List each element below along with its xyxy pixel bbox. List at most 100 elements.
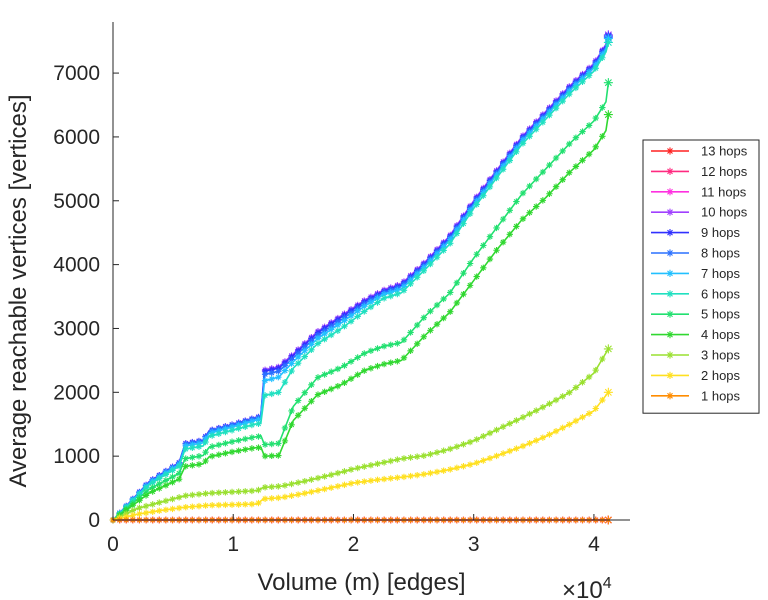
series-end-point: [603, 78, 613, 88]
data-point: [400, 336, 408, 344]
data-point: [499, 215, 507, 223]
data-point: [453, 226, 461, 234]
data-point: [294, 491, 302, 498]
data-point: [374, 345, 381, 352]
data-point: [447, 308, 454, 315]
data-point: [222, 428, 229, 436]
data-point: [235, 425, 242, 432]
data-point: [328, 368, 335, 375]
series-end-point: [603, 344, 613, 354]
data-point: [228, 488, 236, 496]
data-point: [367, 365, 375, 372]
data-point: [447, 289, 454, 296]
legend-swatch-marker: [666, 229, 674, 237]
data-point: [585, 373, 593, 381]
data-point: [566, 389, 573, 396]
data-point: [440, 467, 447, 474]
series-end-point: [603, 387, 613, 397]
data-point: [182, 492, 189, 499]
data-point: [466, 461, 474, 468]
data-point: [175, 470, 183, 477]
data-point: [354, 307, 361, 315]
data-point: [215, 430, 223, 438]
data-point: [519, 414, 527, 421]
data-point: [552, 104, 560, 112]
data-point: [222, 450, 229, 457]
data-point: [275, 483, 282, 490]
data-point: [407, 454, 414, 461]
data-point: [189, 454, 196, 461]
data-point: [328, 326, 335, 333]
legend-label: 11 hops: [701, 184, 747, 199]
data-point: [248, 434, 256, 441]
data-point: [394, 290, 401, 298]
data-point: [354, 371, 361, 378]
data-point: [473, 201, 480, 208]
data-point: [407, 329, 414, 336]
data-point: [453, 443, 461, 450]
data-point: [182, 463, 189, 470]
data-point: [559, 176, 566, 183]
data-point: [506, 420, 513, 427]
data-point: [149, 508, 156, 515]
data-point: [341, 362, 348, 369]
data-point: [486, 455, 494, 462]
data-point: [579, 157, 586, 164]
legend-swatch-marker: [666, 351, 674, 359]
data-point: [552, 396, 560, 404]
legend-item-12-hops: 12 hops: [651, 164, 748, 179]
data-point: [433, 250, 441, 257]
data-point: [466, 282, 474, 289]
data-point: [513, 445, 520, 452]
data-point: [413, 321, 421, 329]
data-point: [572, 417, 580, 425]
data-point: [281, 362, 289, 369]
data-point: [400, 283, 408, 290]
data-point: [566, 90, 573, 98]
data-point: [486, 429, 494, 437]
series-end-point: [603, 110, 613, 120]
data-point: [308, 398, 315, 405]
x-axis-multiplier: ×104: [562, 575, 612, 600]
data-point: [453, 299, 461, 307]
legend-swatch-marker: [666, 331, 674, 339]
data-point: [255, 433, 262, 440]
data-point: [208, 489, 216, 497]
data-point: [189, 503, 196, 510]
data-point: [242, 420, 249, 427]
data-point: [235, 501, 242, 508]
data-point: [334, 327, 342, 334]
data-point: [420, 471, 428, 478]
data-point: [585, 122, 593, 129]
data-point: [202, 457, 209, 465]
data-point: [301, 490, 308, 497]
data-point: [572, 84, 580, 92]
data-point: [367, 347, 375, 355]
data-point: [374, 362, 381, 370]
legend-item-3-hops: 3 hops: [651, 348, 741, 363]
data-point: [301, 353, 308, 360]
data-point: [261, 371, 269, 378]
data-point: [592, 65, 599, 72]
data-point: [400, 455, 408, 462]
data-point: [288, 360, 295, 367]
data-point: [552, 154, 560, 162]
data-point: [539, 119, 547, 126]
data-point: [453, 279, 461, 287]
data-point: [566, 140, 573, 148]
data-point: [228, 501, 236, 508]
data-point: [526, 440, 533, 447]
data-point: [493, 224, 500, 232]
legend-item-7-hops: 7 hops: [651, 266, 741, 281]
data-point: [294, 350, 302, 357]
legend-label: 9 hops: [701, 225, 741, 240]
x-tick-label: 0: [107, 533, 119, 556]
data-point: [559, 393, 566, 400]
data-point: [519, 215, 527, 223]
data-point: [328, 385, 335, 393]
data-point: [599, 54, 606, 61]
data-point: [182, 445, 189, 453]
data-point: [380, 295, 388, 302]
data-point: [374, 460, 381, 468]
data-point: [526, 209, 533, 216]
